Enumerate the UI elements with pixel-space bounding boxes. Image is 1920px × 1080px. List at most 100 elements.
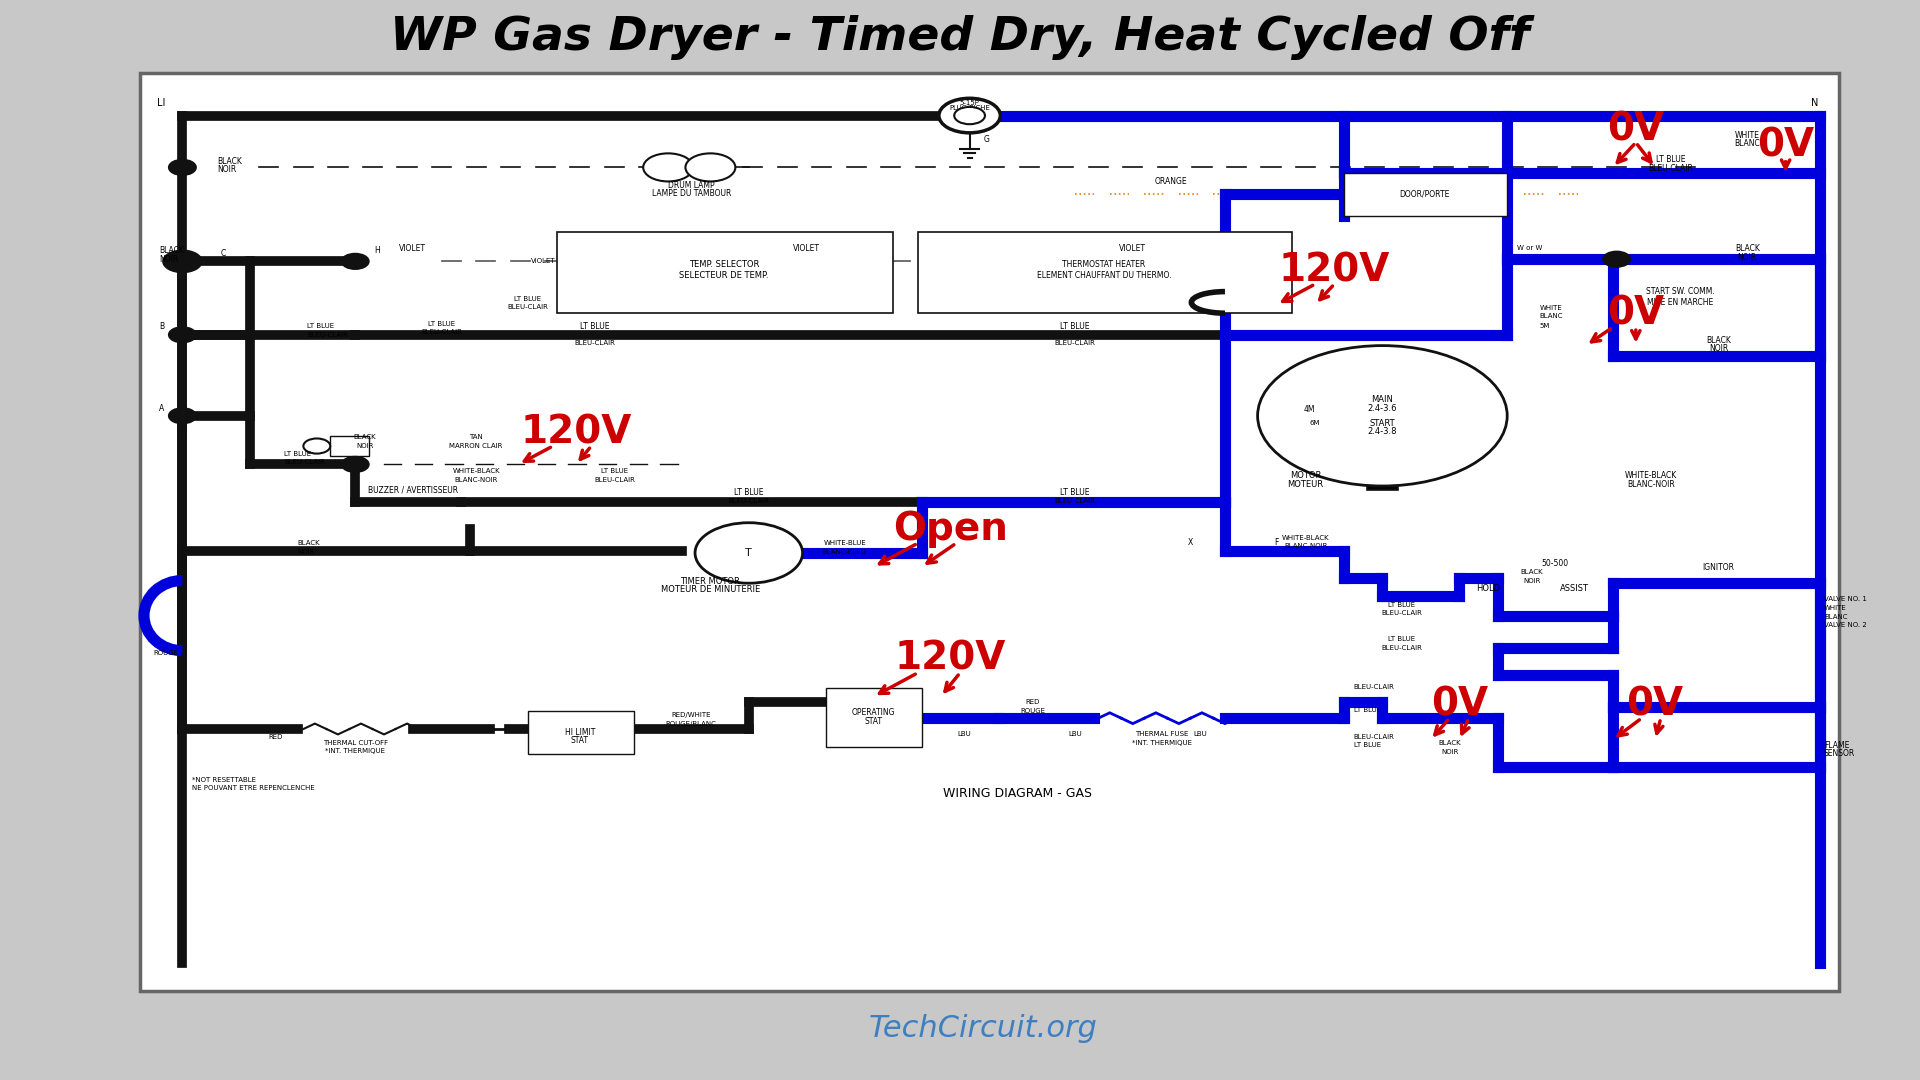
Text: DOOR/PORTE: DOOR/PORTE	[1400, 190, 1450, 199]
Text: H: H	[374, 246, 380, 255]
Text: BLEU-CLAIR: BLEU-CLAIR	[507, 303, 549, 310]
Text: T: T	[745, 548, 753, 558]
Text: 5M: 5M	[1540, 323, 1549, 329]
Text: *NOT RESETTABLE: *NOT RESETTABLE	[192, 777, 255, 783]
Text: BLACK: BLACK	[1521, 569, 1544, 576]
Text: A: A	[159, 404, 165, 413]
Text: BLACK: BLACK	[1438, 740, 1461, 746]
Text: 0V: 0V	[1607, 294, 1665, 333]
Text: BLEU-CLAIR: BLEU-CLAIR	[593, 476, 636, 483]
Bar	[330, 436, 369, 456]
Text: ROUGE: ROUGE	[154, 650, 179, 657]
Text: NOIR: NOIR	[355, 443, 374, 449]
Text: BLACK: BLACK	[159, 246, 184, 255]
Circle shape	[1603, 252, 1630, 267]
Text: B: B	[159, 322, 165, 330]
Text: BLEU-CLAIR: BLEU-CLAIR	[1054, 340, 1096, 347]
Circle shape	[695, 523, 803, 583]
Text: LAMPE DU TAMBOUR: LAMPE DU TAMBOUR	[651, 189, 732, 198]
Text: TechCircuit.org: TechCircuit.org	[868, 1014, 1098, 1042]
Text: WHITE: WHITE	[1540, 305, 1563, 311]
Bar	[826, 688, 922, 747]
Text: THERMAL FUSE: THERMAL FUSE	[1135, 731, 1188, 738]
Text: WP Gas Dryer - Timed Dry, Heat Cycled Off: WP Gas Dryer - Timed Dry, Heat Cycled Of…	[390, 15, 1530, 60]
Text: 2.4-3.8: 2.4-3.8	[1367, 428, 1398, 436]
Text: TAN: TAN	[468, 434, 484, 441]
Circle shape	[342, 254, 369, 269]
Text: THERMOSTAT HEATER: THERMOSTAT HEATER	[1062, 260, 1146, 269]
Text: W or W: W or W	[1517, 245, 1542, 252]
Text: MOTEUR: MOTEUR	[1288, 481, 1323, 489]
Text: MISE EN MARCHE: MISE EN MARCHE	[1647, 298, 1713, 307]
Text: BLACK: BLACK	[1736, 244, 1759, 253]
Text: BUZZER / AVERTISSEUR: BUZZER / AVERTISSEUR	[369, 486, 457, 495]
Circle shape	[685, 153, 735, 181]
Text: STAT: STAT	[570, 737, 589, 745]
Text: DRUM LAMP: DRUM LAMP	[668, 181, 714, 190]
Text: VIOLET: VIOLET	[1119, 244, 1146, 253]
Text: LT BLUE: LT BLUE	[1060, 488, 1091, 497]
Text: LT BLUE: LT BLUE	[1354, 706, 1380, 713]
Circle shape	[643, 153, 693, 181]
Text: START SW. COMM.: START SW. COMM.	[1645, 287, 1715, 296]
Text: *INT. THERMIQUE: *INT. THERMIQUE	[1131, 740, 1192, 746]
Text: WHITE-BLACK: WHITE-BLACK	[1624, 471, 1678, 480]
Text: G: G	[983, 135, 991, 144]
Bar	[557, 232, 893, 313]
Text: START: START	[1369, 419, 1396, 428]
Text: LT BLUE: LT BLUE	[601, 468, 628, 474]
Bar	[1367, 477, 1398, 490]
Text: OPERATING: OPERATING	[852, 708, 895, 717]
Text: MOTEUR DE MINUTERIE: MOTEUR DE MINUTERIE	[660, 585, 760, 594]
Text: HOLD: HOLD	[1476, 584, 1500, 593]
Circle shape	[169, 408, 196, 423]
Text: NOIR: NOIR	[298, 549, 315, 555]
Text: WHITE: WHITE	[1824, 605, 1847, 611]
Text: ORANGE: ORANGE	[1156, 177, 1187, 186]
Text: STAT: STAT	[864, 717, 883, 726]
Text: BLACK: BLACK	[217, 158, 242, 166]
Text: VALVE NO. 1: VALVE NO. 1	[1824, 596, 1866, 603]
Bar	[140, 73, 1839, 991]
Text: NOIR: NOIR	[1709, 345, 1728, 353]
Circle shape	[954, 107, 985, 124]
Text: LT BLUE: LT BLUE	[1388, 636, 1415, 643]
Text: NOIR: NOIR	[1738, 253, 1757, 261]
Text: ELEMENT CHAUFFANT DU THERMO.: ELEMENT CHAUFFANT DU THERMO.	[1037, 271, 1171, 280]
Text: RED/WHITE: RED/WHITE	[672, 712, 710, 718]
Text: BLEU-CLAIR: BLEU-CLAIR	[1354, 684, 1394, 690]
Text: VIOLET: VIOLET	[793, 244, 820, 253]
Text: 0V: 0V	[1607, 110, 1665, 149]
Circle shape	[169, 327, 196, 342]
Text: NOIR: NOIR	[1440, 748, 1459, 755]
Text: MARRON CLAIR: MARRON CLAIR	[449, 443, 503, 449]
Text: BLANC: BLANC	[1734, 139, 1761, 148]
Text: TIMER MOTOR: TIMER MOTOR	[680, 577, 741, 585]
Bar	[1344, 173, 1507, 216]
Text: 0V: 0V	[1757, 126, 1814, 165]
Text: FLAME: FLAME	[1824, 741, 1849, 750]
Text: TEMP. SELECTOR: TEMP. SELECTOR	[689, 260, 758, 269]
Text: ASSIST: ASSIST	[1559, 584, 1590, 593]
Text: VALVE NO. 2: VALVE NO. 2	[1824, 622, 1866, 629]
Text: 120V: 120V	[895, 639, 1006, 678]
Text: 4M: 4M	[1304, 405, 1315, 414]
Text: *INT. THERMIQUE: *INT. THERMIQUE	[324, 747, 386, 754]
Text: VIOLET: VIOLET	[532, 258, 555, 265]
Text: SENSOR: SENSOR	[1824, 750, 1855, 758]
Text: HI LIMIT: HI LIMIT	[564, 728, 595, 737]
Text: BLEU-CLAIR: BLEU-CLAIR	[1054, 498, 1096, 504]
Text: IGNITOR: IGNITOR	[1703, 563, 1734, 571]
Text: LT BLUE: LT BLUE	[1354, 742, 1380, 748]
Text: 120V: 120V	[520, 413, 632, 451]
Text: LT BLUE: LT BLUE	[580, 322, 611, 330]
Text: BLEU-CLAIR: BLEU-CLAIR	[284, 459, 324, 465]
Text: BLEU-CLAIR: BLEU-CLAIR	[1354, 733, 1394, 740]
Text: BLANC-BLEU: BLANC-BLEU	[824, 549, 866, 555]
Text: LT BLUE: LT BLUE	[1060, 322, 1091, 330]
Text: C: C	[221, 249, 227, 258]
Circle shape	[169, 160, 196, 175]
Text: NOIR: NOIR	[1523, 578, 1542, 584]
Text: BLANC: BLANC	[1540, 313, 1563, 320]
Text: LT BLUE: LT BLUE	[307, 323, 334, 329]
